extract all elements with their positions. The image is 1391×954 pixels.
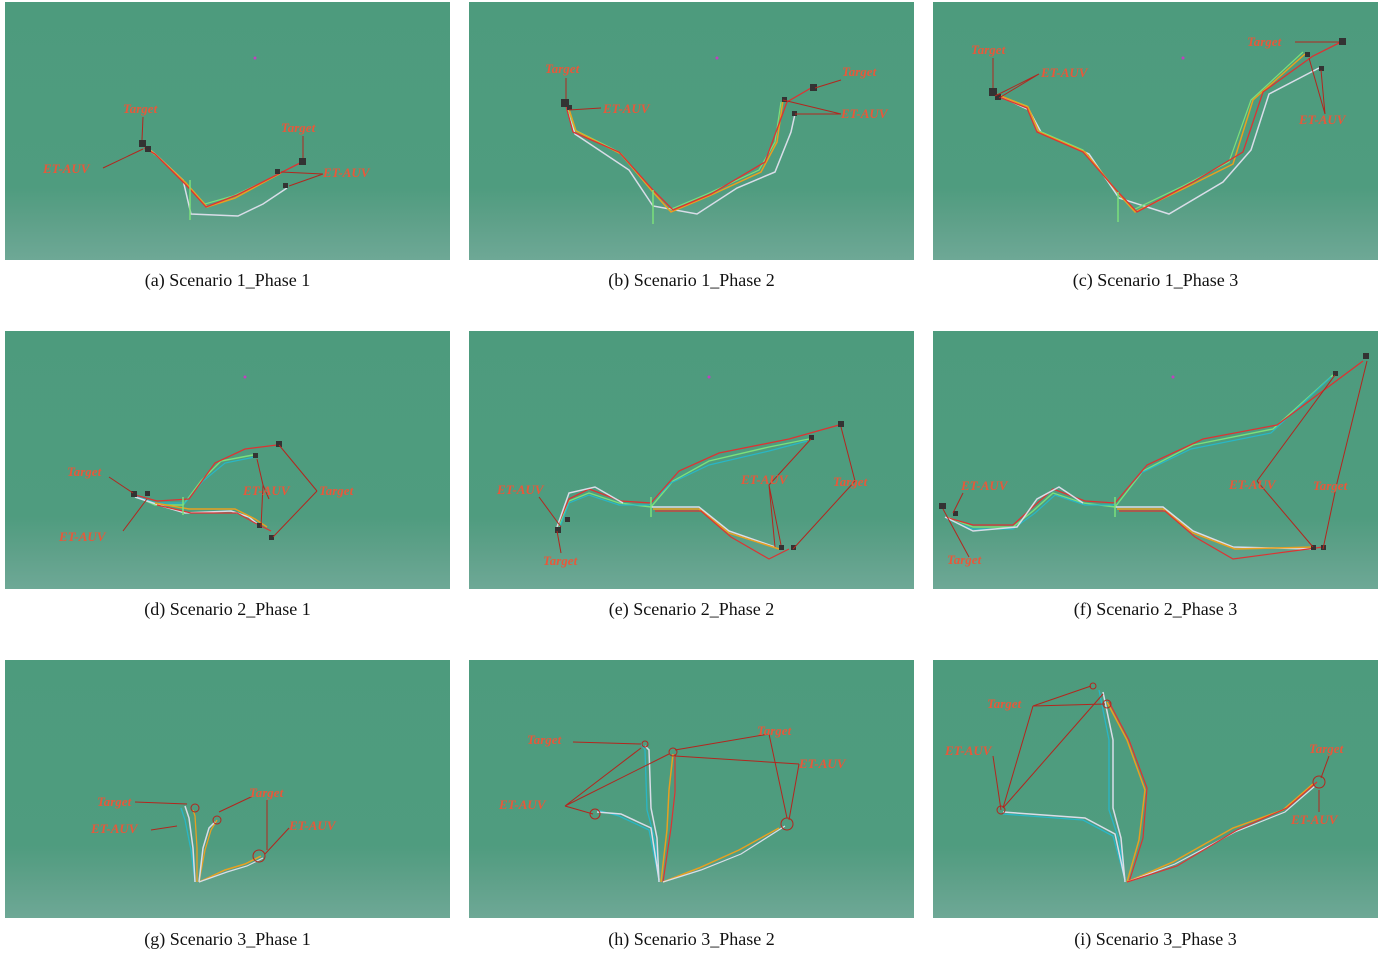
target-label: Target [543,553,578,568]
panel-d: Target ET-AUV ET-AUV Target [5,331,450,589]
target-label: Target [1247,34,1282,49]
et-auv-label: ET-AUV [58,529,107,544]
target-label: Target [249,785,284,800]
et-auv-label: ET-AUV [960,478,1009,493]
target-label: Target [1313,478,1348,493]
et-auv-label: ET-AUV [496,482,545,497]
scene-i: Target ET-AUV Target ET-AUV [944,682,1344,883]
caption: (f) Scenario 2_Phase 3 [1073,599,1238,619]
target-label: Target [123,101,158,116]
panel-a: Target ET-AUV Target ET-AUV [5,2,450,260]
scene-f: ET-AUV Target ET-AUV Target [939,353,1369,567]
target-label: Target [757,723,792,738]
et-auv-label: ET-AUV [798,756,847,771]
caption: (b) Scenario 1_Phase 2 [608,270,775,290]
panel-i: Target ET-AUV Target ET-AUV [933,660,1378,918]
target-label: Target [947,552,982,567]
et-auv-label: ET-AUV [288,818,337,833]
scene-b: Target ET-AUV Target ET-AUV [545,56,889,224]
target-label: Target [833,474,868,489]
et-auv-label: ET-AUV [322,165,371,180]
panel-e: ET-AUV Target ET-AUV Target [469,331,914,589]
caption: (d) Scenario 2_Phase 1 [144,599,311,619]
scene-a: Target ET-AUV Target ET-AUV [42,56,371,220]
target-label: Target [971,42,1006,57]
et-auv-label: ET-AUV [498,797,547,812]
panel-h: Target ET-AUV Target ET-AUV [469,660,914,918]
caption: (i) Scenario 3_Phase 3 [1074,929,1237,949]
target-label: Target [545,61,580,76]
scene-d: Target ET-AUV ET-AUV Target [58,375,354,544]
et-auv-label: ET-AUV [1298,112,1347,127]
caption: (c) Scenario 1_Phase 3 [1072,270,1239,290]
target-label: Target [319,483,354,498]
et-auv-label: ET-AUV [1228,477,1277,492]
target-label: Target [67,464,102,479]
et-auv-label: ET-AUV [1290,812,1339,827]
panel-f: ET-AUV Target ET-AUV Target [933,331,1378,589]
et-auv-label: ET-AUV [944,743,993,758]
et-auv-label: ET-AUV [42,161,91,176]
panel-c: Target ET-AUV Target ET-AUV [933,2,1378,260]
et-auv-label: ET-AUV [242,483,291,498]
target-label: Target [527,732,562,747]
caption: (h) Scenario 3_Phase 2 [608,929,775,949]
scene-h: Target ET-AUV Target ET-AUV [498,723,847,883]
panel-b: Target ET-AUV Target ET-AUV [469,2,914,260]
caption: (e) Scenario 2_Phase 2 [608,599,775,619]
scene-e: ET-AUV Target ET-AUV Target [496,375,868,568]
target-label: Target [842,64,877,79]
et-auv-label: ET-AUV [740,472,789,487]
et-auv-label: ET-AUV [1040,65,1089,80]
target-label: Target [987,696,1022,711]
target-label: Target [281,120,316,135]
target-label: Target [97,794,132,809]
panel-g: Target ET-AUV Target ET-AUV [5,660,450,918]
scene-c: Target ET-AUV Target ET-AUV [971,34,1347,222]
et-auv-label: ET-AUV [840,106,889,121]
scene-g: Target ET-AUV Target ET-AUV [90,785,337,883]
target-label: Target [1309,741,1344,756]
et-auv-label: ET-AUV [602,101,651,116]
et-auv-label: ET-AUV [90,821,139,836]
caption: (g) Scenario 3_Phase 1 [144,929,311,949]
caption: (a) Scenario 1_Phase 1 [144,270,311,290]
